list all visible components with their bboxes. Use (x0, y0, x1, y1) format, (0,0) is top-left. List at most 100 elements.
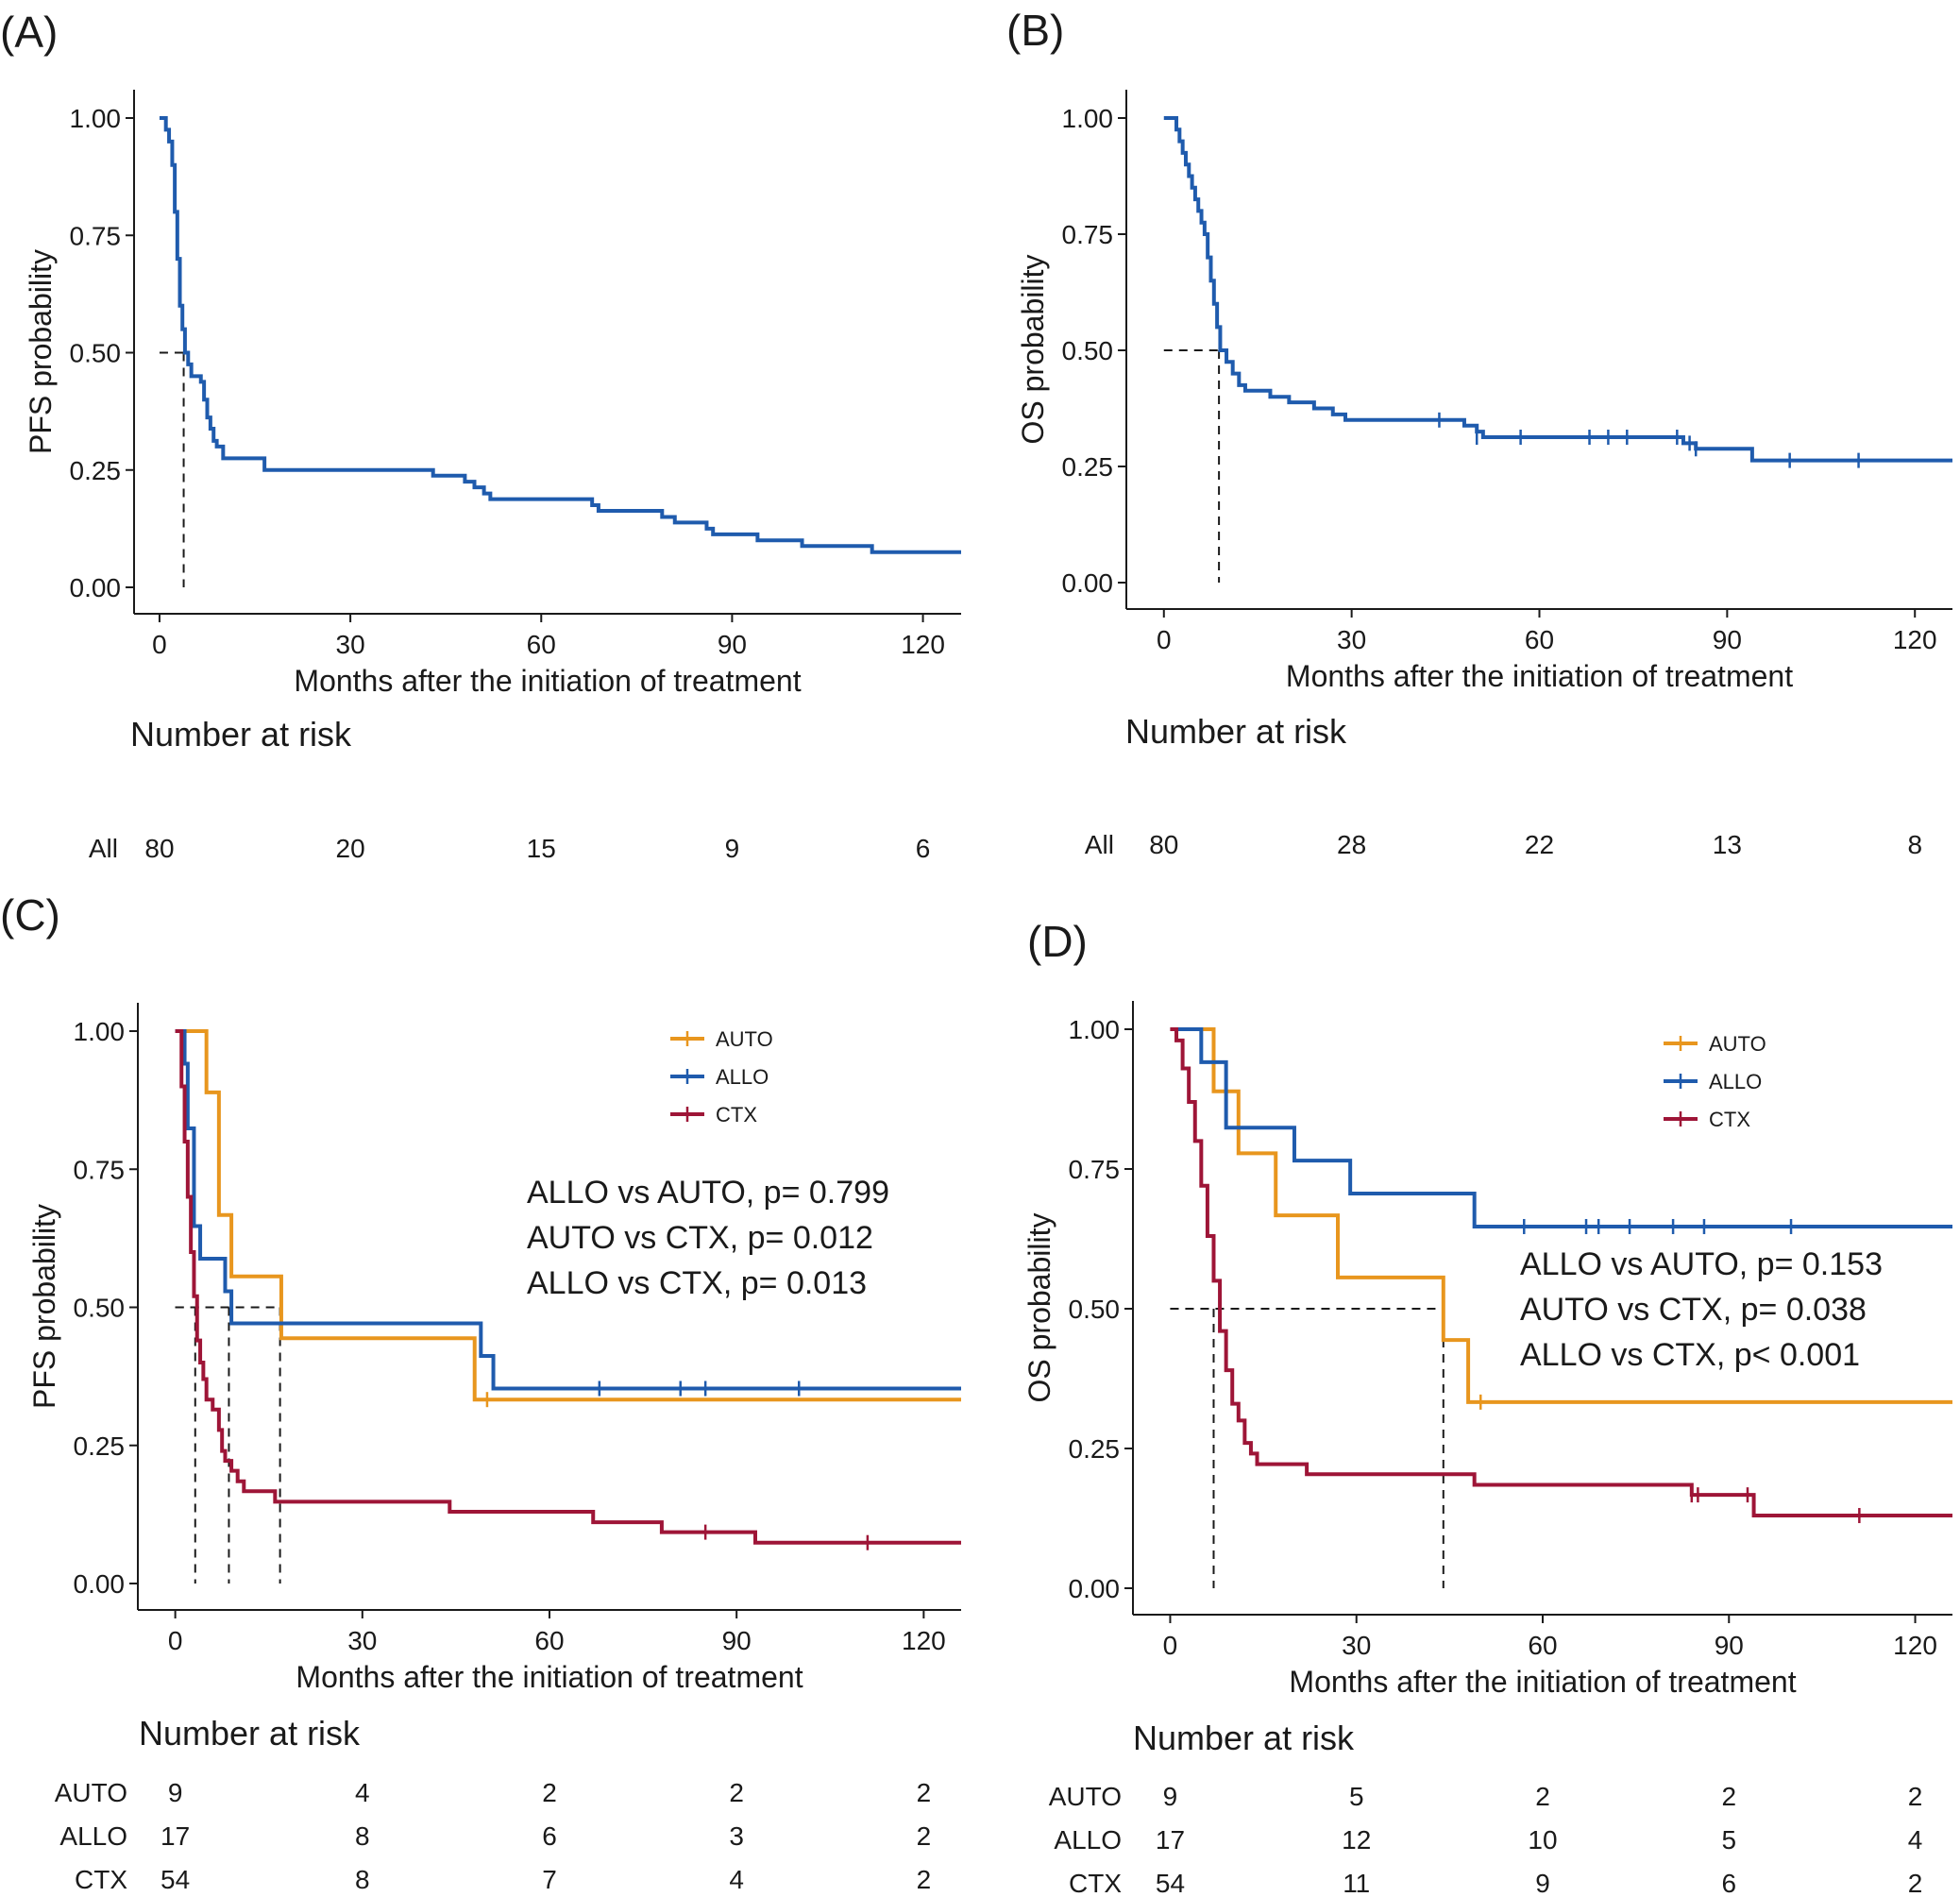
y-tick-label: 0.25 (74, 1431, 126, 1461)
x-tick-label: 60 (534, 1626, 564, 1655)
x-axis-label: Months after the initiation of treatment (1289, 1665, 1796, 1699)
y-tick-label: 0.00 (70, 573, 122, 602)
risk-count: 2 (729, 1778, 744, 1807)
y-tick-label: 0.50 (1062, 336, 1114, 365)
risk-row-label: CTX (75, 1865, 127, 1894)
pvalue-annotation: AUTO vs CTX, p= 0.038 (1520, 1292, 1867, 1328)
pvalue-annotation: ALLO vs CTX, p= 0.013 (527, 1265, 867, 1301)
risk-count: 2 (917, 1865, 932, 1894)
km-curve-all (1163, 116, 1952, 463)
risk-count: 9 (1163, 1782, 1178, 1811)
x-tick-label: 90 (722, 1626, 752, 1655)
x-tick-label: 120 (1893, 1631, 1937, 1660)
risk-row-label: ALLO (1054, 1825, 1122, 1855)
x-axis-label: Months after the initiation of treatment (1286, 659, 1793, 693)
risk-count: 2 (1908, 1869, 1923, 1897)
km-curve-auto (1170, 1027, 1952, 1404)
risk-count: 9 (168, 1778, 183, 1807)
risk-count: 8 (355, 1865, 370, 1894)
panel-d: (D) 0.00 0.25 0.50 0.75 1.00 0 30 60 90 120 Months … (1022, 917, 1952, 1897)
y-tick-label: 1.00 (1069, 1015, 1121, 1044)
legend-label-ctx: CTX (716, 1103, 757, 1126)
risk-table-title: Number at risk (1125, 712, 1347, 751)
y-tick-label: 0.75 (70, 221, 122, 250)
km-curve-auto (175, 1029, 961, 1402)
panel-label: (C) (0, 890, 60, 940)
y-axis-label: OS probability (1016, 255, 1050, 445)
risk-count: 2 (1535, 1782, 1550, 1811)
x-tick-label: 90 (1715, 1631, 1744, 1660)
y-tick-label: 0.50 (74, 1294, 126, 1323)
risk-count: 2 (1721, 1782, 1736, 1811)
x-tick-label: 30 (1337, 625, 1366, 654)
risk-count: 8 (1907, 830, 1922, 859)
risk-count: 9 (725, 834, 740, 863)
risk-count: 4 (1908, 1825, 1923, 1855)
risk-count: 80 (1149, 830, 1178, 859)
risk-count: 5 (1721, 1825, 1736, 1855)
x-tick-label: 60 (527, 630, 556, 659)
risk-count: 2 (917, 1778, 932, 1807)
risk-count: 10 (1528, 1825, 1557, 1855)
x-tick-label: 60 (1528, 1631, 1557, 1660)
risk-row-label: CTX (1069, 1869, 1122, 1897)
risk-count: 8 (355, 1821, 370, 1851)
x-axis-label: Months after the initiation of treatment (296, 1660, 803, 1694)
y-tick-label: 1.00 (1062, 104, 1114, 133)
panel-label: (B) (1006, 6, 1064, 55)
x-tick-label: 90 (718, 630, 747, 659)
y-tick-label: 0.75 (1062, 220, 1114, 249)
km-curve-ctx (175, 1029, 961, 1545)
legend-label-ctx: CTX (1709, 1108, 1750, 1131)
x-tick-label: 120 (902, 1626, 946, 1655)
km-curve-allo (1170, 1027, 1952, 1228)
risk-count: 4 (729, 1865, 744, 1894)
risk-count: 3 (729, 1821, 744, 1851)
x-tick-label: 60 (1525, 625, 1554, 654)
y-tick-label: 0.00 (74, 1569, 126, 1599)
x-tick-label: 30 (336, 630, 365, 659)
risk-count: 54 (161, 1865, 190, 1894)
y-tick-label: 1.00 (74, 1017, 126, 1046)
risk-count: 4 (355, 1778, 370, 1807)
risk-count: 17 (1156, 1825, 1185, 1855)
risk-row-label: AUTO (1049, 1782, 1122, 1811)
risk-count: 9 (1535, 1869, 1550, 1897)
y-axis-label: OS probability (1022, 1213, 1056, 1403)
y-tick-label: 0.75 (74, 1155, 126, 1184)
km-curve-ctx (1170, 1027, 1952, 1518)
risk-count: 6 (1721, 1869, 1736, 1897)
x-tick-label: 0 (152, 630, 167, 659)
y-tick-label: 0.25 (1062, 452, 1114, 482)
risk-row-label: ALLO (59, 1821, 127, 1851)
x-tick-label: 0 (1157, 625, 1172, 654)
risk-row-label: All (89, 834, 118, 863)
pvalue-annotation: AUTO vs CTX, p= 0.012 (527, 1220, 873, 1256)
risk-count: 2 (1908, 1782, 1923, 1811)
km-curve-all (159, 116, 961, 554)
x-tick-label: 120 (901, 630, 945, 659)
y-tick-label: 0.50 (70, 339, 122, 368)
x-tick-label: 30 (347, 1626, 377, 1655)
risk-count: 80 (144, 834, 174, 863)
y-tick-label: 0.75 (1069, 1155, 1121, 1184)
risk-count: 22 (1525, 830, 1554, 859)
risk-count: 28 (1337, 830, 1366, 859)
risk-row-label: All (1085, 830, 1114, 859)
legend-label-allo: ALLO (716, 1065, 769, 1089)
risk-count: 2 (917, 1821, 932, 1851)
risk-count: 12 (1342, 1825, 1371, 1855)
y-tick-label: 0.00 (1069, 1574, 1121, 1603)
legend-label-auto: AUTO (1709, 1032, 1766, 1056)
x-axis-label: Months after the initiation of treatment (294, 664, 801, 698)
x-tick-label: 30 (1342, 1631, 1371, 1660)
risk-count: 54 (1156, 1869, 1185, 1897)
risk-count: 13 (1713, 830, 1742, 859)
panel-c: (C) 0.00 0.25 0.50 0.75 1.00 0 30 60 90 120 Months … (0, 890, 961, 1894)
risk-count: 6 (916, 834, 931, 863)
risk-count: 2 (542, 1778, 557, 1807)
panel-label: (A) (0, 8, 58, 57)
risk-count: 17 (161, 1821, 190, 1851)
risk-count: 5 (1349, 1782, 1364, 1811)
y-tick-label: 1.00 (70, 104, 122, 133)
